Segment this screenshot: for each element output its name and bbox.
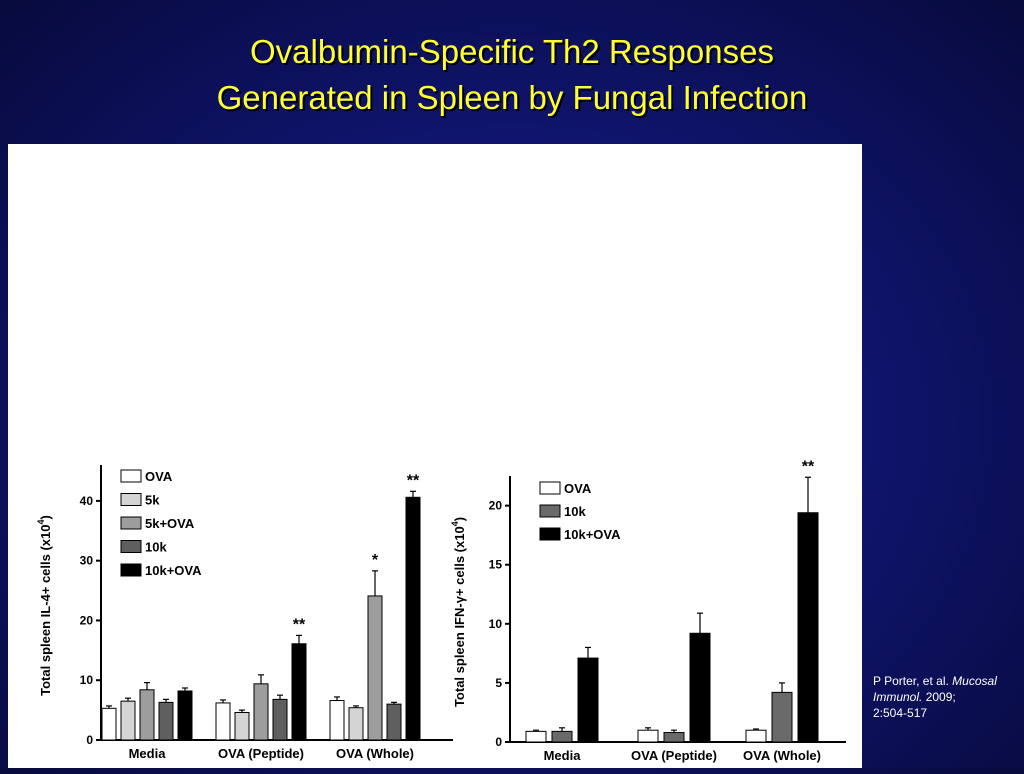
y-axis-label-end: ) [452, 517, 467, 521]
y-tick-label: 15 [489, 558, 503, 572]
legend-label: 10k+OVA [564, 527, 621, 542]
legend-label: OVA [145, 469, 173, 484]
bar [158, 701, 174, 741]
legend-label: OVA [564, 481, 592, 496]
legend-swatch [539, 527, 561, 541]
y-axis-label: Total spleen IFN-γ+ cells (x104) [450, 517, 467, 707]
bar [663, 732, 685, 743]
legend-swatch [120, 469, 142, 483]
legend-label: 10k [564, 504, 586, 519]
y-axis-label-superscript: 4 [450, 521, 460, 526]
bar [745, 729, 767, 743]
legend-swatch [539, 504, 561, 518]
y-tick-label: 0 [86, 733, 93, 747]
bar [177, 690, 193, 741]
y-tick-label: 40 [80, 494, 94, 508]
y-tick-label: 10 [489, 617, 503, 631]
legend-label: 10k [145, 540, 167, 555]
legend-swatch [120, 563, 142, 577]
bar [234, 712, 250, 741]
citation-journal: Mucosal Immunol. [873, 674, 997, 704]
y-axis-label-end: ) [38, 515, 53, 519]
bar [797, 512, 819, 743]
y-axis-label-text: Total spleen IL-4+ cells (x10 [38, 525, 53, 696]
il4-bar-chart: Total spleen IL-4+ cells (x104) 0 10 20 30 40… [36, 465, 453, 761]
bar [367, 595, 383, 741]
significance-marker: ** [802, 458, 815, 475]
y-tick-label: 5 [495, 676, 502, 690]
y-tick-label: 20 [489, 499, 503, 513]
bar [291, 643, 307, 741]
legend-label: 5k+OVA [145, 516, 195, 531]
bar [386, 703, 402, 741]
bar [771, 691, 793, 743]
category-label: Media [544, 748, 582, 763]
bar [272, 698, 288, 741]
category-label: OVA (Whole) [743, 748, 821, 763]
bar [689, 632, 711, 743]
significance-marker: ** [407, 472, 420, 489]
slide-title-line2: Generated in Spleen by Fungal Infection [216, 79, 808, 116]
y-tick-label: 20 [80, 613, 94, 627]
y-axis-label: Total spleen IL-4+ cells (x104) [36, 515, 53, 696]
category-label: OVA (Whole) [336, 746, 414, 761]
bar [120, 700, 136, 741]
category-label: OVA (Peptide) [218, 746, 304, 761]
legend-label: 10k+OVA [145, 563, 202, 578]
legend-swatch [120, 516, 142, 530]
citation-year: 2009; [925, 690, 956, 704]
y-axis-label-superscript: 4 [36, 519, 46, 524]
ifn-gamma-bar-chart: Total spleen IFN-γ+ cells (x104) 0 5 10 15 20… [450, 458, 846, 763]
legend-swatch [120, 493, 142, 506]
legend-swatch [539, 481, 561, 495]
bar [329, 700, 345, 741]
figure-panel: Total spleen IL-4+ cells (x104) 0 10 20 30 40… [8, 144, 862, 768]
bar [637, 729, 659, 743]
citation: P Porter, et al. Mucosal Immunol. 2009; … [873, 673, 1023, 721]
y-tick-label: 0 [495, 735, 502, 749]
legend-swatch [120, 540, 142, 553]
slide-title-line1: Ovalbumin-Specific Th2 Responses [250, 33, 774, 70]
significance-marker: * [372, 552, 379, 569]
citation-authors: P Porter, et al. [873, 674, 949, 688]
bar [525, 730, 547, 743]
bar [215, 702, 231, 741]
y-tick-label: 30 [80, 554, 94, 568]
legend-label: 5k [145, 493, 160, 508]
bar [577, 657, 599, 743]
bar [348, 707, 364, 741]
bar [139, 689, 155, 741]
significance-marker: ** [293, 616, 306, 633]
bar [253, 683, 269, 741]
bar [405, 496, 421, 741]
category-label: OVA (Peptide) [631, 748, 717, 763]
bar [551, 730, 573, 743]
citation-pages: 2:504-517 [873, 706, 928, 720]
y-axis-label-text: Total spleen IFN-γ+ cells (x10 [452, 526, 467, 707]
bar [101, 707, 117, 741]
y-tick-label: 10 [80, 673, 94, 687]
category-label: Media [129, 746, 167, 761]
